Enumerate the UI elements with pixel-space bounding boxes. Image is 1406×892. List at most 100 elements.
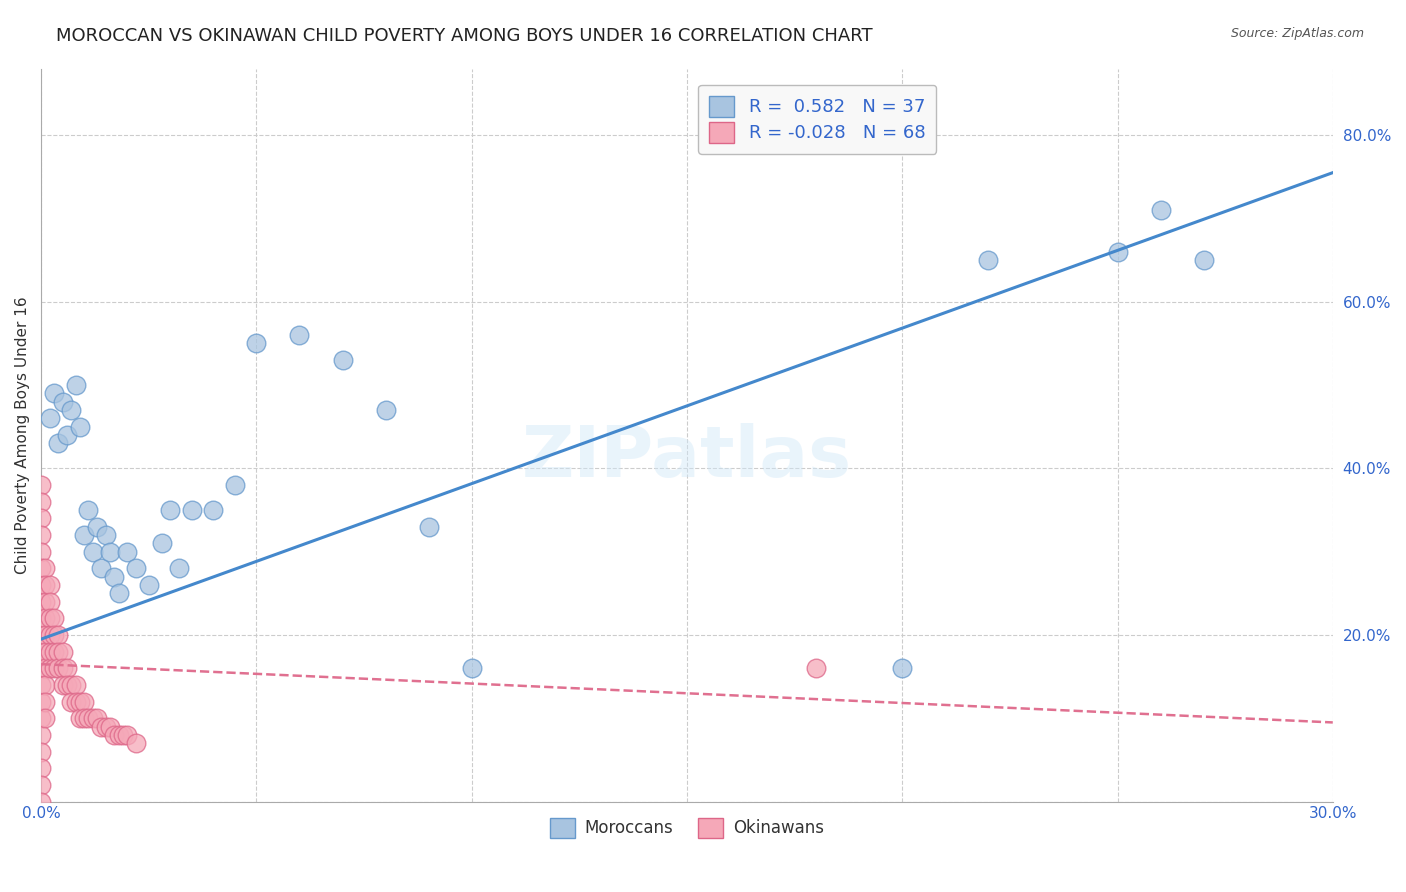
Point [107, 728, 129, 742]
Point [86, 519, 108, 533]
Point [65, 378, 87, 392]
Point [30, 578, 52, 592]
Point [1149, 203, 1171, 218]
Point [65, 695, 87, 709]
Point [30, 745, 52, 759]
Point [103, 728, 125, 742]
Point [42, 628, 65, 642]
Point [42, 386, 65, 401]
Point [65, 678, 87, 692]
Point [180, 503, 202, 517]
Point [82, 711, 104, 725]
Point [30, 628, 52, 642]
Point [90, 561, 112, 575]
Text: Source: ZipAtlas.com: Source: ZipAtlas.com [1230, 27, 1364, 40]
Point [34, 628, 56, 642]
Point [34, 561, 56, 575]
Point [30, 478, 52, 492]
Point [94, 720, 117, 734]
Point [115, 544, 138, 558]
Point [77, 711, 100, 725]
Point [69, 711, 91, 725]
Point [224, 478, 246, 492]
Point [38, 411, 60, 425]
Point [69, 419, 91, 434]
Point [73, 711, 96, 725]
Point [30, 645, 52, 659]
Point [111, 728, 134, 742]
Point [34, 711, 56, 725]
Point [94, 528, 117, 542]
Point [202, 503, 225, 517]
Point [891, 661, 914, 675]
Point [38, 594, 60, 608]
Point [38, 628, 60, 642]
Point [69, 695, 91, 709]
Point [30, 528, 52, 542]
Point [82, 544, 104, 558]
Point [46, 661, 69, 675]
Point [42, 645, 65, 659]
Point [460, 661, 482, 675]
Point [30, 561, 52, 575]
Legend: Moroccans, Okinawans: Moroccans, Okinawans [543, 811, 831, 845]
Point [977, 253, 1000, 268]
Point [125, 561, 148, 575]
Point [98, 720, 121, 734]
Point [46, 628, 69, 642]
Point [34, 661, 56, 675]
Point [30, 611, 52, 625]
Point [167, 561, 190, 575]
Point [30, 795, 52, 809]
Point [90, 720, 112, 734]
Point [332, 353, 354, 368]
Point [52, 394, 75, 409]
Point [125, 736, 148, 750]
Point [1192, 253, 1215, 268]
Point [30, 661, 52, 675]
Point [56, 428, 79, 442]
Point [77, 503, 100, 517]
Point [107, 586, 129, 600]
Point [52, 678, 75, 692]
Point [34, 645, 56, 659]
Point [38, 578, 60, 592]
Point [30, 594, 52, 608]
Point [46, 436, 69, 450]
Point [150, 536, 173, 550]
Point [38, 661, 60, 675]
Point [103, 569, 125, 583]
Point [73, 695, 96, 709]
Point [34, 594, 56, 608]
Point [115, 728, 138, 742]
Point [52, 645, 75, 659]
Point [46, 645, 69, 659]
Point [34, 611, 56, 625]
Point [56, 661, 79, 675]
Point [30, 711, 52, 725]
Point [30, 494, 52, 508]
Point [30, 778, 52, 792]
Text: ZIPatlas: ZIPatlas [522, 423, 852, 491]
Point [1107, 244, 1129, 259]
Point [30, 728, 52, 742]
Point [73, 528, 96, 542]
Point [288, 328, 311, 343]
Point [60, 403, 83, 417]
Point [804, 661, 827, 675]
Point [30, 511, 52, 525]
Point [52, 661, 75, 675]
Point [42, 611, 65, 625]
Point [60, 695, 83, 709]
Point [56, 678, 79, 692]
Point [86, 711, 108, 725]
Point [98, 544, 121, 558]
Point [374, 403, 396, 417]
Point [42, 661, 65, 675]
Point [30, 544, 52, 558]
Text: MOROCCAN VS OKINAWAN CHILD POVERTY AMONG BOYS UNDER 16 CORRELATION CHART: MOROCCAN VS OKINAWAN CHILD POVERTY AMONG… [56, 27, 873, 45]
Y-axis label: Child Poverty Among Boys Under 16: Child Poverty Among Boys Under 16 [15, 296, 30, 574]
Point [60, 678, 83, 692]
Point [38, 645, 60, 659]
Point [418, 519, 440, 533]
